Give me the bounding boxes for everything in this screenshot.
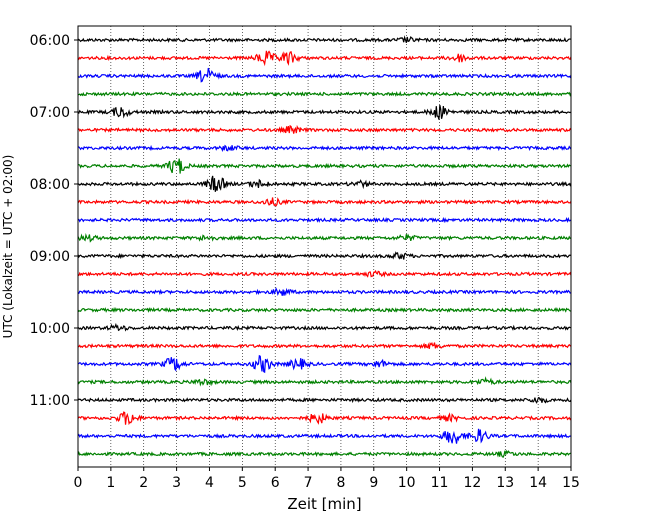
trace-line bbox=[77, 251, 572, 260]
y-tick-label: 07:00 bbox=[30, 105, 70, 121]
y-tick-label: 06:00 bbox=[30, 33, 70, 49]
x-tick-label: 3 bbox=[172, 475, 181, 491]
x-tick-label: 5 bbox=[238, 475, 247, 491]
x-tick-label: 2 bbox=[139, 475, 148, 491]
x-tick-label: 7 bbox=[304, 475, 313, 491]
plot-frame bbox=[77, 25, 572, 468]
trace-line bbox=[77, 50, 572, 67]
trace-group bbox=[77, 35, 572, 458]
trace-line bbox=[77, 269, 572, 278]
x-tick-label: 12 bbox=[463, 475, 481, 491]
x-axis-title: Zeit [min] bbox=[287, 495, 361, 513]
trace-line bbox=[77, 376, 572, 387]
trace-line bbox=[77, 322, 572, 332]
x-tick-label: 14 bbox=[529, 475, 547, 491]
x-tick-label: 9 bbox=[369, 475, 378, 491]
trace-line bbox=[77, 428, 572, 444]
trace-line bbox=[77, 35, 572, 44]
trace-line bbox=[77, 104, 572, 120]
trace-line bbox=[77, 197, 572, 207]
trace-line bbox=[77, 232, 572, 243]
y-tick-label: 09:00 bbox=[30, 249, 70, 265]
x-tick-label: 11 bbox=[431, 475, 449, 491]
x-tick-label: 1 bbox=[106, 475, 115, 491]
trace-line bbox=[77, 354, 572, 374]
trace-line bbox=[77, 449, 572, 458]
x-tick-label: 8 bbox=[336, 475, 345, 491]
trace-line bbox=[77, 175, 572, 192]
x-tick-label: 0 bbox=[74, 475, 83, 491]
x-tick-label: 6 bbox=[271, 475, 280, 491]
trace-line bbox=[77, 216, 572, 224]
y-tick-label: 08:00 bbox=[30, 177, 70, 193]
trace-line bbox=[77, 158, 572, 174]
trace-line bbox=[77, 124, 572, 134]
x-tick-label: 15 bbox=[562, 475, 580, 491]
y-tick-label: 11:00 bbox=[30, 393, 70, 409]
x-tick-label: 4 bbox=[205, 475, 214, 491]
trace-line bbox=[77, 341, 572, 350]
y-axis: 06:00 07:00 08:00 09:00 10:00 11:00 bbox=[30, 33, 78, 409]
y-axis-title: UTC (Lokalzeit = UTC + 02:00) bbox=[1, 155, 15, 339]
trace-line bbox=[77, 90, 572, 97]
trace-line bbox=[77, 306, 572, 314]
y-tick-label: 10:00 bbox=[30, 321, 70, 337]
x-tick-label: 13 bbox=[496, 475, 514, 491]
trace-line bbox=[77, 67, 572, 83]
x-tick-label: 10 bbox=[398, 475, 416, 491]
trace-line bbox=[77, 396, 572, 404]
trace-line bbox=[77, 144, 572, 153]
x-axis: 0 1 2 3 4 5 6 7 8 9 10 11 12 13 14 15 bbox=[74, 467, 580, 491]
trace-line bbox=[77, 411, 572, 426]
trace-line bbox=[77, 287, 572, 297]
